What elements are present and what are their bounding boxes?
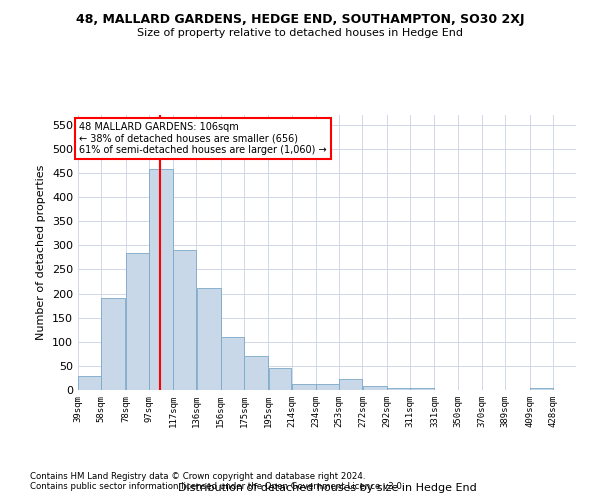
Bar: [387, 388, 410, 390]
Bar: [126, 252, 149, 390]
Text: Contains public sector information licensed under the Open Government Licence v3: Contains public sector information licen…: [30, 482, 404, 491]
Text: Size of property relative to detached houses in Hedge End: Size of property relative to detached ho…: [137, 28, 463, 38]
Text: Contains HM Land Registry data © Crown copyright and database right 2024.: Contains HM Land Registry data © Crown c…: [30, 472, 365, 481]
Bar: [410, 388, 434, 390]
Bar: [530, 388, 553, 390]
Bar: [269, 368, 292, 390]
Bar: [197, 288, 221, 390]
Bar: [173, 250, 196, 390]
Bar: [244, 356, 268, 390]
Text: 48, MALLARD GARDENS, HEDGE END, SOUTHAMPTON, SO30 2XJ: 48, MALLARD GARDENS, HEDGE END, SOUTHAMP…: [76, 12, 524, 26]
Bar: [316, 384, 339, 390]
Bar: [362, 386, 386, 390]
Bar: [221, 337, 244, 390]
Text: 48 MALLARD GARDENS: 106sqm
← 38% of detached houses are smaller (656)
61% of sem: 48 MALLARD GARDENS: 106sqm ← 38% of deta…: [79, 122, 327, 156]
Bar: [340, 380, 362, 390]
X-axis label: Distribution of detached houses by size in Hedge End: Distribution of detached houses by size …: [178, 482, 476, 492]
Bar: [101, 298, 125, 390]
Bar: [149, 169, 173, 390]
Y-axis label: Number of detached properties: Number of detached properties: [37, 165, 46, 340]
Bar: [292, 384, 316, 390]
Bar: [78, 376, 101, 390]
